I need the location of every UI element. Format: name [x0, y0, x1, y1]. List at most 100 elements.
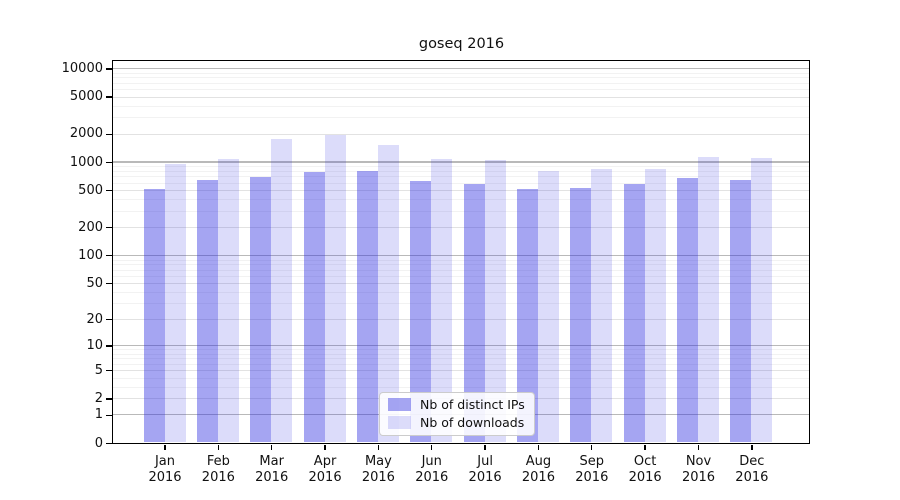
y-tick-mark — [105, 442, 112, 445]
x-tick-label-month: Nov — [685, 453, 712, 469]
x-tick-mark — [644, 444, 646, 450]
y-tick-mark — [105, 345, 112, 347]
x-tick-label-month: Oct — [633, 453, 657, 469]
x-tick-label-year: 2016 — [148, 470, 182, 485]
x-tick-label-month: Apr — [313, 453, 337, 469]
x-tick-label-month: Mar — [259, 453, 284, 469]
x-tick-label-month: Dec — [739, 453, 765, 469]
bar-distinct-ips — [303, 172, 325, 443]
y-tick-label: 10000 — [61, 60, 103, 76]
bar-distinct-ips — [677, 177, 698, 443]
legend-item-downloads: Nb of downloads — [388, 415, 525, 430]
bar-distinct-ips — [623, 184, 645, 443]
x-tick-label-year: 2016 — [681, 470, 716, 485]
bar-distinct-ips — [570, 187, 592, 443]
x-tick-mark — [537, 444, 540, 450]
y-tick-label: 10 — [86, 337, 103, 353]
bar-distinct-ips — [730, 180, 752, 443]
legend-swatch-distinct-ips — [388, 398, 411, 411]
x-tick-mark — [591, 444, 593, 450]
y-tick-mark — [105, 318, 112, 321]
y-tick-mark — [105, 282, 112, 285]
gridline-minor — [112, 72, 809, 74]
y-tick-mark — [105, 398, 112, 400]
x-tick-label-year: 2016 — [308, 470, 342, 485]
x-tick-label-month: Jul — [477, 453, 493, 469]
bar-downloads — [271, 139, 293, 443]
gridline-major — [112, 67, 809, 70]
x-tick-mark — [377, 444, 380, 450]
x-tick-label-year: 2016 — [468, 470, 502, 485]
y-tick-mark — [105, 369, 112, 372]
bar-downloads — [698, 156, 719, 443]
x-tick-label-year: 2016 — [735, 470, 769, 485]
x-tick-label-month: Jun — [421, 453, 442, 469]
legend-label-downloads: Nb of downloads — [420, 415, 525, 430]
bar-distinct-ips — [516, 188, 538, 443]
y-tick-label: 1000 — [69, 154, 103, 170]
legend-label-distinct-ips: Nb of distinct IPs — [420, 397, 525, 412]
y-tick-label: 5000 — [69, 89, 103, 105]
x-tick-label-month: Sep — [579, 453, 605, 469]
bar-distinct-ips — [143, 188, 165, 443]
x-tick-mark — [751, 444, 753, 450]
x-tick-mark — [324, 444, 326, 450]
chart-title: goseq 2016 — [418, 36, 505, 52]
x-tick-mark — [431, 444, 433, 450]
bar-downloads — [431, 159, 453, 443]
y-tick-mark — [105, 189, 112, 192]
x-tick-mark — [217, 444, 220, 450]
y-tick-mark — [105, 161, 112, 164]
x-tick-label-year: 2016 — [361, 470, 395, 485]
bar-distinct-ips — [250, 177, 272, 443]
bar-downloads — [377, 144, 399, 443]
x-tick-mark — [697, 444, 700, 450]
bar-downloads — [751, 158, 773, 443]
y-tick-mark — [105, 133, 112, 136]
x-tick-label-month: May — [364, 453, 392, 469]
y-tick-label: 20 — [86, 311, 103, 327]
x-tick-mark — [484, 444, 486, 450]
x-tick-label-month: Feb — [206, 453, 230, 469]
bar-downloads — [164, 164, 186, 443]
y-tick-mark — [105, 96, 112, 98]
gridline-minor — [112, 77, 809, 79]
bar-downloads — [591, 168, 613, 443]
x-tick-label-year: 2016 — [628, 470, 662, 485]
bar-downloads — [217, 158, 239, 443]
x-tick-label-year: 2016 — [521, 470, 555, 485]
y-tick-label: 2000 — [69, 126, 103, 142]
bar-downloads — [324, 134, 346, 443]
gridline-minor — [112, 89, 809, 91]
legend-swatch-downloads — [388, 416, 411, 429]
bar-downloads — [484, 159, 506, 443]
x-tick-mark — [164, 444, 166, 450]
y-tick-label: 2 — [94, 390, 103, 406]
y-tick-label: 5 — [94, 362, 103, 378]
bar-distinct-ips — [410, 180, 432, 443]
y-tick-label: 100 — [78, 247, 103, 263]
gridline-minor — [112, 82, 809, 84]
y-tick-label: 200 — [78, 219, 103, 235]
x-tick-label-year: 2016 — [201, 470, 235, 485]
y-tick-label: 50 — [86, 275, 103, 291]
x-tick-label-year: 2016 — [415, 470, 449, 485]
gridline-minor — [112, 105, 809, 107]
y-tick-label: 1 — [94, 407, 103, 423]
x-tick-mark — [271, 444, 273, 450]
x-tick-label-year: 2016 — [255, 470, 289, 485]
gridline-minor — [112, 117, 809, 119]
plot-area — [111, 60, 810, 444]
y-tick-mark — [105, 255, 112, 257]
bar-distinct-ips — [196, 180, 218, 443]
y-tick-mark — [105, 414, 112, 416]
bar-distinct-ips — [356, 171, 378, 443]
y-tick-mark — [105, 68, 112, 70]
legend: Nb of distinct IPs Nb of downloads — [379, 392, 535, 436]
x-tick-label-month: Jan — [154, 453, 176, 469]
gridline-tick — [112, 133, 809, 135]
y-tick-mark — [105, 227, 112, 229]
y-tick-label: 500 — [78, 182, 103, 198]
bar-downloads — [644, 168, 666, 443]
